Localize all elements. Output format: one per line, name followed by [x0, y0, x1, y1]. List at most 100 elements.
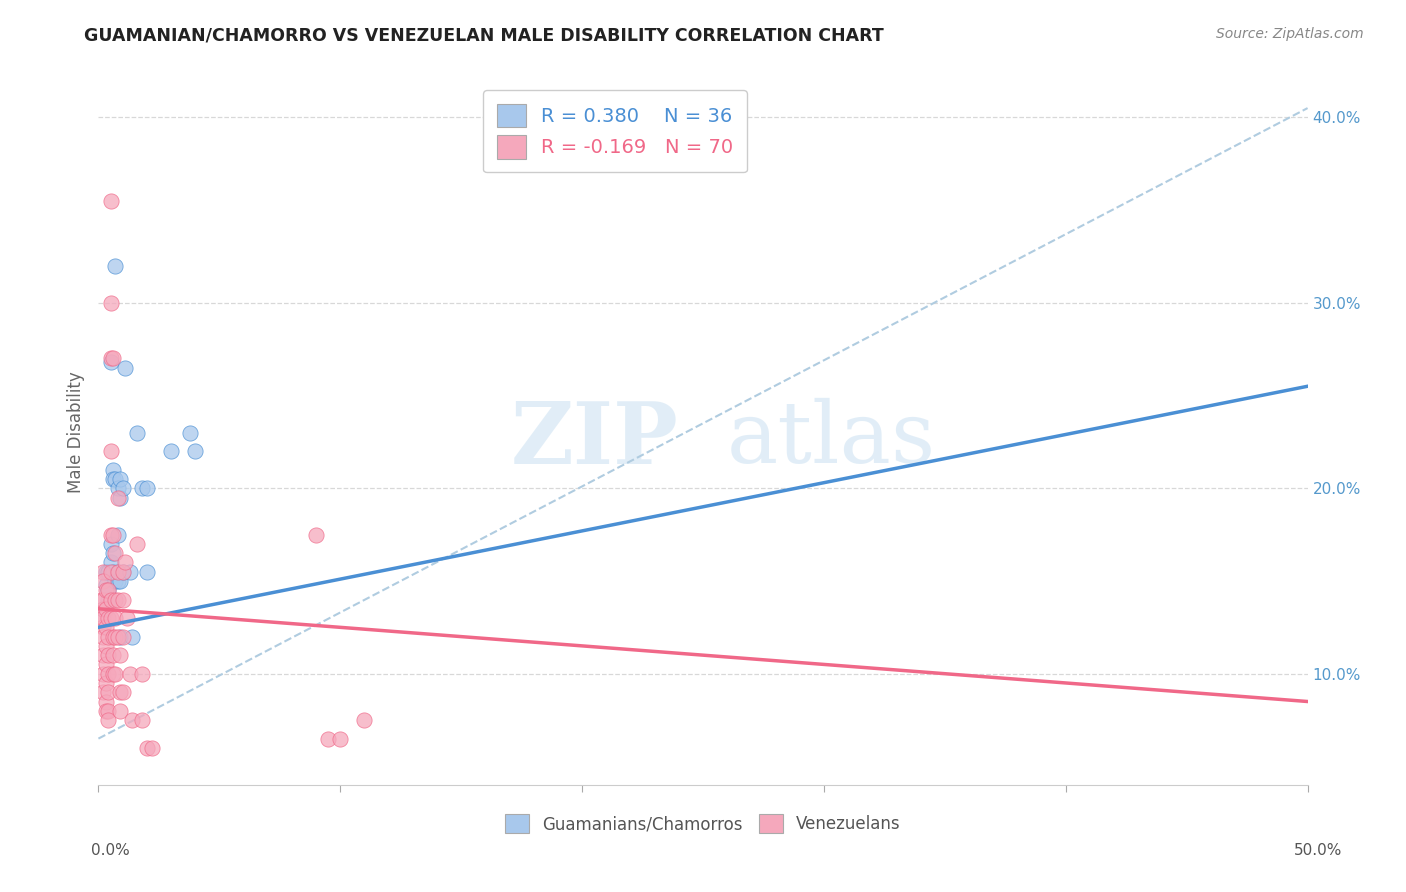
Point: [91, 630, 114, 644]
Point: [111, 565, 134, 579]
Point: [91, 565, 114, 579]
Point: [114, 556, 136, 570]
Point: [108, 574, 131, 588]
Point: [121, 713, 143, 727]
Point: [91, 601, 114, 615]
Point: [100, 295, 122, 310]
Point: [91, 685, 114, 699]
Point: [329, 731, 352, 746]
Point: [101, 630, 124, 644]
Point: [118, 666, 141, 681]
Point: [104, 666, 127, 681]
Point: [91, 574, 114, 588]
Point: [111, 481, 134, 495]
Point: [108, 491, 131, 505]
Point: [101, 565, 124, 579]
Point: [108, 704, 131, 718]
Point: [107, 565, 129, 579]
Y-axis label: Male Disability: Male Disability: [66, 372, 84, 493]
Point: [107, 574, 129, 588]
Point: [127, 537, 149, 551]
Point: [94, 565, 117, 579]
Point: [111, 630, 134, 644]
Text: 50.0%: 50.0%: [1295, 843, 1343, 858]
Legend: Guamanians/Chamorros, Venezuelans: Guamanians/Chamorros, Venezuelans: [499, 807, 907, 840]
Point: [101, 472, 124, 486]
Point: [100, 565, 122, 579]
Point: [94, 583, 117, 598]
Point: [104, 592, 127, 607]
Point: [104, 611, 127, 625]
Point: [100, 194, 122, 208]
Point: [101, 527, 124, 541]
Point: [118, 565, 141, 579]
Point: [131, 713, 153, 727]
Text: 0.0%: 0.0%: [91, 843, 131, 858]
Point: [104, 574, 127, 588]
Point: [104, 259, 127, 273]
Point: [97, 565, 120, 579]
Point: [101, 666, 124, 681]
Text: Source: ZipAtlas.com: Source: ZipAtlas.com: [1216, 27, 1364, 41]
Point: [107, 630, 129, 644]
Point: [94, 601, 117, 615]
Point: [94, 577, 117, 591]
Point: [127, 425, 149, 440]
Point: [100, 592, 122, 607]
Point: [353, 713, 375, 727]
Point: [104, 630, 127, 644]
Point: [97, 611, 120, 625]
Point: [94, 694, 117, 708]
Point: [108, 630, 131, 644]
Point: [101, 463, 124, 477]
Point: [135, 565, 157, 579]
Point: [101, 546, 124, 560]
Point: [117, 611, 139, 625]
Point: [108, 648, 131, 662]
Point: [135, 481, 157, 495]
Text: atlas: atlas: [727, 398, 936, 482]
Point: [91, 611, 114, 625]
Point: [114, 360, 136, 375]
Point: [131, 666, 153, 681]
Point: [135, 740, 157, 755]
Point: [100, 537, 122, 551]
Point: [107, 481, 129, 495]
Point: [97, 685, 120, 699]
Point: [111, 565, 134, 579]
Point: [94, 639, 117, 653]
Point: [97, 592, 120, 607]
Point: [97, 704, 120, 718]
Point: [90, 592, 112, 607]
Point: [111, 685, 134, 699]
Point: [107, 592, 129, 607]
Point: [94, 620, 117, 634]
Text: GUAMANIAN/CHAMORRO VS VENEZUELAN MALE DISABILITY CORRELATION CHART: GUAMANIAN/CHAMORRO VS VENEZUELAN MALE DI…: [84, 27, 884, 45]
Point: [101, 648, 124, 662]
Point: [97, 583, 120, 598]
Point: [107, 491, 129, 505]
Point: [100, 527, 122, 541]
Point: [131, 481, 153, 495]
Point: [100, 444, 122, 458]
Point: [160, 444, 183, 458]
Point: [104, 472, 127, 486]
Point: [94, 676, 117, 690]
Point: [111, 592, 134, 607]
Point: [91, 592, 114, 607]
Point: [100, 611, 122, 625]
Point: [97, 648, 120, 662]
Point: [107, 527, 129, 541]
Point: [305, 527, 328, 541]
Point: [97, 583, 120, 598]
Point: [184, 444, 207, 458]
Point: [179, 425, 201, 440]
Point: [94, 704, 117, 718]
Text: ZIP: ZIP: [510, 398, 679, 482]
Point: [141, 740, 163, 755]
Point: [97, 666, 120, 681]
Point: [101, 351, 124, 366]
Point: [94, 657, 117, 672]
Point: [91, 666, 114, 681]
Point: [107, 565, 129, 579]
